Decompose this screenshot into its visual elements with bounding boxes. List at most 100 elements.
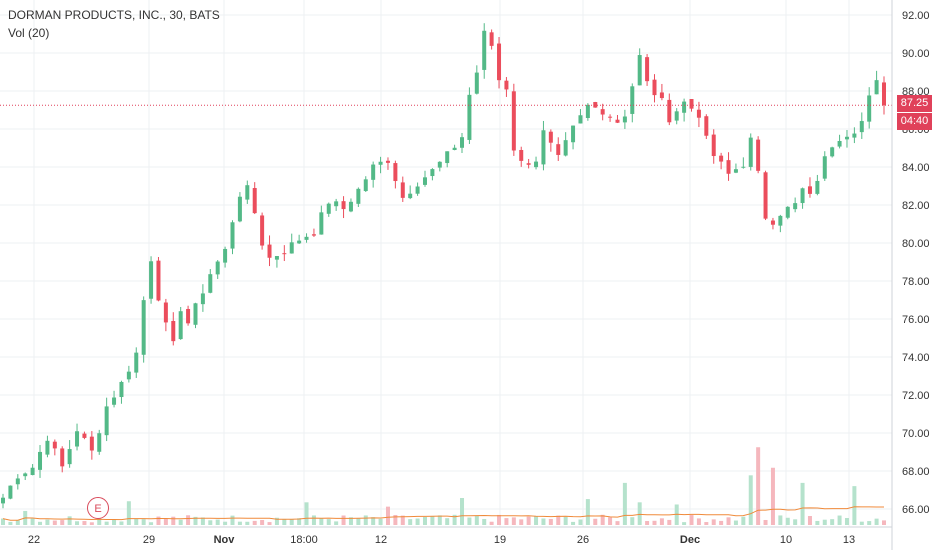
volume-bar	[1, 518, 5, 525]
candle-body	[75, 431, 80, 447]
candle-body	[689, 99, 694, 109]
candle-body	[489, 32, 494, 46]
volume-bar	[526, 516, 531, 525]
candle-body	[556, 144, 561, 155]
candle-body	[348, 201, 353, 212]
volume-bar	[149, 522, 154, 525]
volume-indicator-label[interactable]: Vol (20)	[8, 26, 50, 40]
candle-body	[704, 116, 709, 136]
volume-bar	[319, 518, 324, 525]
bar-countdown-tag: 04:40	[897, 113, 932, 130]
candle-body	[223, 248, 228, 263]
candle-body	[482, 30, 487, 70]
volume-bar	[141, 519, 146, 525]
volume-ma-line	[2, 506, 884, 521]
volume-bar	[230, 515, 235, 525]
volume-bar	[452, 514, 457, 525]
volume-bar	[282, 518, 287, 525]
volume-bar	[548, 518, 553, 525]
candle-body	[163, 302, 168, 323]
candle-body	[674, 111, 679, 121]
volume-bar	[785, 517, 790, 525]
candle-body	[171, 320, 176, 342]
y-tick-label: 90.00	[902, 48, 930, 60]
candle-body	[719, 155, 724, 162]
volume-bar	[223, 521, 228, 525]
candle-body	[645, 57, 650, 82]
candle-body	[52, 441, 57, 449]
candle-body	[15, 478, 20, 485]
candle-body	[526, 163, 531, 165]
volume-bar	[97, 517, 102, 525]
volume-bar	[252, 520, 257, 525]
volume-bar	[38, 521, 43, 525]
volume-bar	[171, 516, 176, 525]
volume-bar	[763, 519, 768, 525]
volume-bar	[67, 516, 72, 525]
candle-body	[682, 101, 687, 113]
volume-bar	[215, 519, 220, 525]
volume-bar	[637, 502, 642, 525]
volume-bar	[793, 519, 798, 525]
y-tick-label: 76.00	[902, 314, 930, 326]
volume-bar	[437, 515, 442, 525]
candle-body	[437, 161, 442, 168]
candle-body	[60, 448, 65, 467]
volume-bar	[770, 467, 775, 525]
candle-body	[882, 82, 886, 106]
earnings-badge[interactable]: E	[87, 497, 109, 519]
candle-body	[415, 186, 420, 194]
candle-body	[208, 274, 213, 293]
volume-bar	[859, 521, 864, 525]
volume-bar	[830, 519, 835, 525]
symbol-title[interactable]: DORMAN PRODUCTS, INC., 30, BATS	[8, 8, 220, 22]
volume-bar	[237, 521, 242, 525]
candle-body	[696, 109, 701, 118]
y-tick-label: 66.00	[902, 504, 930, 516]
volume-bar	[104, 521, 109, 525]
volume-bar	[807, 516, 812, 525]
volume-bar	[756, 447, 761, 525]
volume-bar	[348, 517, 353, 525]
candle-body	[356, 188, 361, 204]
candle-body	[534, 161, 539, 168]
volume-bar	[385, 506, 390, 525]
candle-body	[334, 201, 339, 207]
volume-bar	[556, 515, 561, 525]
candle-body	[793, 203, 798, 210]
volume-bar	[608, 517, 613, 525]
candle-body	[186, 308, 191, 324]
candle-body	[1, 497, 5, 504]
candle-body	[119, 381, 124, 398]
volume-bar	[822, 519, 827, 525]
candle-body	[326, 203, 331, 214]
candle-body	[578, 115, 583, 124]
volume-bar	[208, 520, 213, 525]
candle-body	[8, 485, 13, 499]
last-price-tag: 87.25	[897, 95, 932, 112]
volume-bar	[719, 520, 724, 525]
candle-body	[571, 125, 576, 143]
candle-body	[297, 240, 302, 244]
candle-body	[311, 234, 316, 236]
candle-body	[467, 94, 472, 140]
volume-bar	[163, 518, 168, 525]
y-tick-label: 78.00	[902, 276, 930, 288]
candle-body	[733, 169, 738, 173]
candle-body	[385, 160, 390, 163]
candle-body	[97, 433, 102, 452]
candle-body	[126, 371, 131, 380]
volume-bar	[245, 521, 250, 525]
candle-body	[741, 166, 746, 168]
y-tick-label: 92.00	[902, 10, 930, 22]
candle-body	[474, 72, 479, 94]
candle-body	[149, 261, 154, 299]
candle-body	[800, 188, 805, 204]
volume-bar	[867, 521, 872, 525]
candle-body	[82, 433, 87, 438]
candle-body	[822, 156, 827, 179]
volume-bar	[682, 522, 687, 525]
candle-body	[519, 149, 524, 161]
